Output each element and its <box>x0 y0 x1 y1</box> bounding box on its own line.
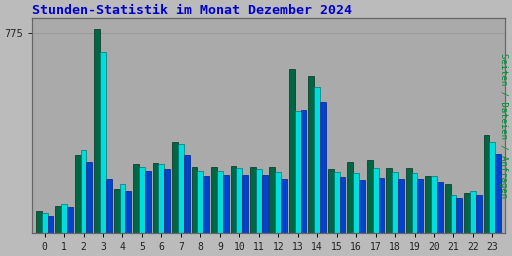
Bar <box>378 178 385 233</box>
Bar <box>328 169 334 233</box>
Bar <box>80 150 87 233</box>
Bar <box>451 195 456 233</box>
Bar <box>211 167 217 233</box>
Bar <box>431 176 437 233</box>
Bar <box>320 102 326 233</box>
Bar <box>398 178 404 233</box>
Bar <box>153 163 159 233</box>
Bar <box>256 169 262 233</box>
Bar <box>94 29 100 233</box>
Bar <box>36 211 41 233</box>
Bar <box>139 167 145 233</box>
Bar <box>406 168 412 233</box>
Bar <box>184 155 189 233</box>
Bar <box>269 167 275 233</box>
Bar <box>172 142 178 233</box>
Bar <box>203 176 209 233</box>
Bar <box>308 77 314 233</box>
Bar <box>114 189 120 233</box>
Bar <box>386 168 392 233</box>
Bar <box>289 69 295 233</box>
Bar <box>489 142 495 233</box>
Bar <box>164 169 170 233</box>
Bar <box>178 144 184 233</box>
Bar <box>230 166 237 233</box>
Bar <box>242 175 248 233</box>
Bar <box>445 184 451 233</box>
Bar <box>125 191 131 233</box>
Bar <box>359 180 365 233</box>
Bar <box>281 178 287 233</box>
Y-axis label: Seiten / Dateien / Anfragen: Seiten / Dateien / Anfragen <box>499 53 508 198</box>
Bar <box>425 176 431 233</box>
Bar <box>159 164 164 233</box>
Bar <box>476 195 482 233</box>
Text: Stunden-Statistik im Monat Dezember 2024: Stunden-Statistik im Monat Dezember 2024 <box>32 4 352 17</box>
Bar <box>470 191 476 233</box>
Bar <box>100 52 106 233</box>
Bar <box>48 216 53 233</box>
Bar <box>237 168 242 233</box>
Bar <box>314 87 320 233</box>
Bar <box>295 111 301 233</box>
Bar <box>217 171 223 233</box>
Bar <box>495 154 501 233</box>
Bar <box>347 162 353 233</box>
Bar <box>87 162 92 233</box>
Bar <box>250 167 256 233</box>
Bar <box>456 198 462 233</box>
Bar <box>353 173 359 233</box>
Bar <box>67 207 73 233</box>
Bar <box>412 173 417 233</box>
Bar <box>191 167 198 233</box>
Bar <box>373 168 378 233</box>
Bar <box>145 171 151 233</box>
Bar <box>106 178 112 233</box>
Bar <box>223 175 228 233</box>
Bar <box>339 177 346 233</box>
Bar <box>262 175 268 233</box>
Bar <box>417 179 423 233</box>
Bar <box>464 193 470 233</box>
Bar <box>437 183 443 233</box>
Bar <box>61 204 67 233</box>
Bar <box>55 206 61 233</box>
Bar <box>484 135 489 233</box>
Bar <box>75 155 80 233</box>
Bar <box>41 214 48 233</box>
Bar <box>275 172 281 233</box>
Bar <box>367 161 373 233</box>
Bar <box>392 172 398 233</box>
Bar <box>198 171 203 233</box>
Bar <box>120 184 125 233</box>
Bar <box>301 110 307 233</box>
Bar <box>133 164 139 233</box>
Bar <box>334 172 339 233</box>
